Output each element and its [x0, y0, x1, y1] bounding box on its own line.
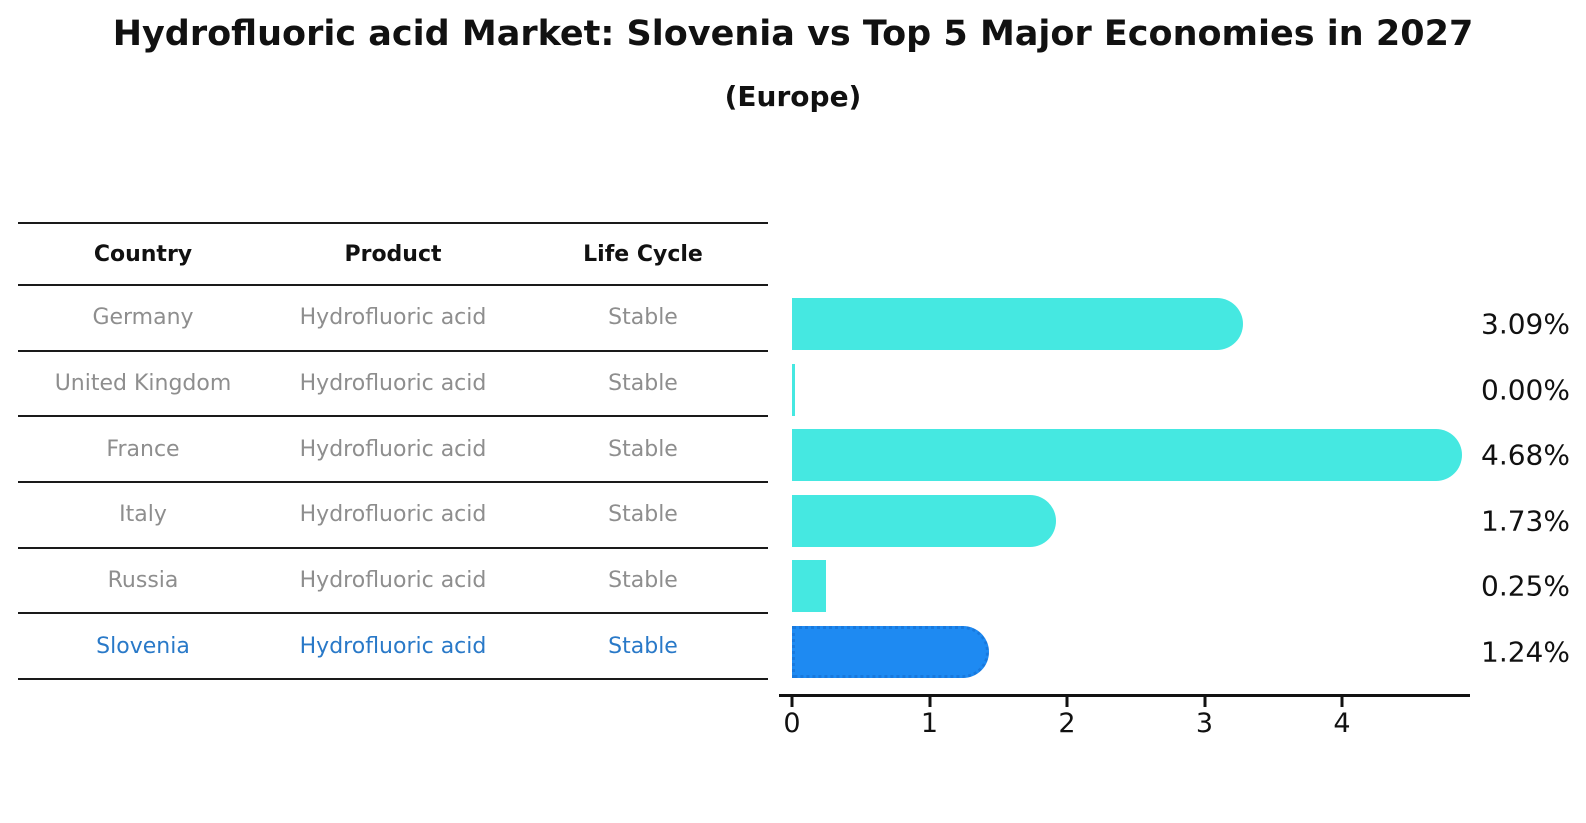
table-row-russia: Russia Hydrofluoric acid Stable — [18, 549, 768, 615]
chart-title: Hydrofluoric acid Market: Slovenia vs To… — [112, 14, 1474, 54]
x-tick-mark-4 — [1340, 697, 1344, 707]
bar-germany — [792, 298, 1243, 350]
x-tick-label-0: 0 — [783, 708, 801, 739]
country-cell: United Kingdom — [54, 371, 232, 397]
chart-subtitle: (Europe) — [724, 80, 862, 113]
life-cycle-cell: Stable — [608, 371, 678, 397]
x-tick-label-4: 4 — [1333, 708, 1351, 739]
x-axis-line — [779, 694, 1470, 697]
country-cell: France — [106, 436, 180, 462]
column-header-life-cycle: Life Cycle — [583, 241, 703, 267]
value-label-slovenia: 1.24% — [1481, 635, 1570, 668]
value-label-united-kingdom: 0.00% — [1481, 373, 1570, 406]
life-cycle-cell: Stable — [608, 305, 678, 331]
table-row-italy: Italy Hydrofluoric acid Stable — [18, 483, 768, 549]
table-row-slovenia: Slovenia Hydrofluoric acid Stable — [18, 614, 768, 681]
country-cell: Russia — [107, 568, 179, 594]
bar-russia — [792, 560, 827, 612]
table-row-germany: Germany Hydrofluoric acid Stable — [18, 286, 768, 352]
product-cell: Hydrofluoric acid — [299, 305, 487, 331]
product-cell: Hydrofluoric acid — [299, 371, 487, 397]
bar-slovenia — [792, 625, 989, 678]
bar-united-kingdom — [792, 363, 795, 416]
table-header-row: Country Product Life Cycle — [18, 222, 768, 286]
value-label-germany: 3.09% — [1481, 307, 1570, 341]
x-tick-mark-1 — [928, 697, 931, 707]
table-row-france: France Hydrofluoric acid Stable — [18, 417, 768, 484]
column-header-product: Product — [344, 241, 442, 267]
table-row-united-kingdom: United Kingdom Hydrofluoric acid Stable — [18, 352, 768, 418]
bar-france — [792, 429, 1462, 481]
product-cell: Hydrofluoric acid — [299, 436, 487, 462]
country-cell: Italy — [119, 502, 167, 528]
bar-italy — [792, 494, 1056, 547]
x-tick-label-1: 1 — [920, 708, 939, 739]
country-cell: Germany — [92, 305, 194, 331]
x-tick-mark-2 — [1065, 697, 1069, 707]
product-cell: Hydrofluoric acid — [299, 568, 487, 594]
value-label-russia: 0.25% — [1481, 569, 1570, 603]
country-cell: Slovenia — [96, 633, 190, 659]
life-cycle-cell: Stable — [608, 568, 678, 594]
table-body: Germany Hydrofluoric acid Stable United Kin… — [18, 286, 768, 681]
product-cell: Hydrofluoric acid — [299, 633, 487, 659]
country-table: Country Product Life Cycle Germany Hydrof… — [18, 222, 768, 681]
x-tick-label-2: 2 — [1058, 708, 1076, 739]
value-label-france: 4.68% — [1481, 438, 1570, 472]
value-label-italy: 1.73% — [1481, 504, 1570, 537]
x-tick-mark-3 — [1203, 697, 1206, 707]
product-cell: Hydrofluoric acid — [299, 502, 487, 528]
x-tick-label-3: 3 — [1195, 708, 1214, 739]
life-cycle-cell: Stable — [608, 633, 678, 659]
life-cycle-cell: Stable — [608, 502, 678, 528]
life-cycle-cell: Stable — [608, 436, 678, 462]
column-header-country: Country — [93, 241, 193, 267]
x-tick-mark-0 — [790, 697, 794, 707]
